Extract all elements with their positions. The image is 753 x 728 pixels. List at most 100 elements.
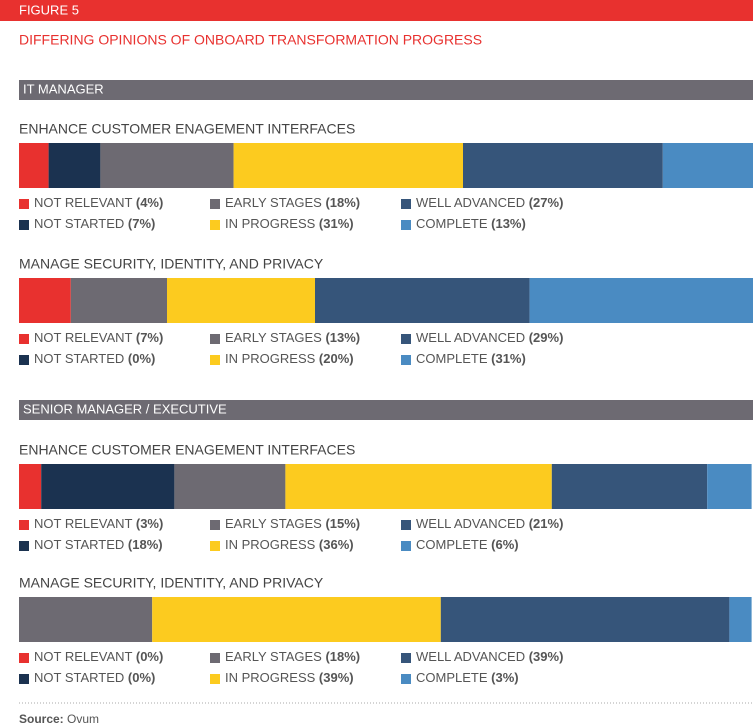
legend-name: COMPLETE (416, 216, 488, 231)
group-header (19, 400, 753, 420)
legend-name: IN PROGRESS (225, 670, 316, 685)
value-label: (39%) (529, 649, 564, 664)
legend-entry: WELL ADVANCED (39%) (416, 649, 563, 664)
bar-segment (551, 464, 708, 509)
legend-entry: NOT RELEVANT (7%) (34, 330, 163, 345)
bar-segment (100, 143, 234, 188)
source: Source: Ovum (19, 712, 99, 726)
value-label: (31%) (491, 351, 526, 366)
value-label: (4%) (136, 195, 163, 210)
legend-name: EARLY STAGES (225, 330, 322, 345)
value-label: (36%) (319, 537, 354, 552)
value-label: (13%) (325, 330, 360, 345)
legend-name: NOT STARTED (34, 216, 124, 231)
value-label: (7%) (136, 330, 163, 345)
value-label: (15%) (325, 516, 360, 531)
legend-name: IN PROGRESS (225, 351, 316, 366)
bar-segment (167, 278, 315, 323)
legend-swatch (210, 653, 220, 663)
legend-name: IN PROGRESS (225, 537, 316, 552)
legend-swatch (401, 541, 411, 551)
legend-name: EARLY STAGES (225, 649, 322, 664)
bar-segment (529, 278, 753, 323)
legend-entry: WELL ADVANCED (21%) (416, 516, 563, 531)
legend-entry: EARLY STAGES (18%) (225, 195, 360, 210)
legend-name: WELL ADVANCED (416, 649, 525, 664)
bar-segment (285, 464, 552, 509)
legend-name: EARLY STAGES (225, 516, 322, 531)
bar-segment (662, 143, 753, 188)
legend-name: NOT STARTED (34, 537, 124, 552)
figure-label: FIGURE 5 (19, 2, 79, 17)
legend-swatch (401, 520, 411, 530)
legend-name: WELL ADVANCED (416, 330, 525, 345)
legend-swatch (401, 355, 411, 365)
legend-name: IN PROGRESS (225, 216, 316, 231)
legend-entry: IN PROGRESS (20%) (225, 351, 354, 366)
value-label: (6%) (491, 537, 518, 552)
bar-segment (19, 464, 42, 509)
legend-entry: NOT RELEVANT (4%) (34, 195, 163, 210)
legend-swatch (210, 355, 220, 365)
legend-entry: EARLY STAGES (15%) (225, 516, 360, 531)
legend-name: NOT RELEVANT (34, 330, 133, 345)
source-text: Ovum (67, 712, 99, 726)
chart-title: MANAGE SECURITY, IDENTITY, AND PRIVACY (19, 256, 324, 272)
legend-name: COMPLETE (416, 351, 488, 366)
legend-name: EARLY STAGES (225, 195, 322, 210)
legend-swatch (19, 199, 29, 209)
legend-name: NOT RELEVANT (34, 195, 133, 210)
legend-swatch (401, 334, 411, 344)
value-label: (18%) (325, 649, 360, 664)
bar-segment (233, 143, 463, 188)
legend-swatch (19, 355, 29, 365)
legend-name: NOT RELEVANT (34, 516, 133, 531)
legend-entry: COMPLETE (3%) (416, 670, 519, 685)
figure-title: DIFFERING OPINIONS OF ONBOARD TRANSFORMA… (19, 32, 482, 48)
legend-swatch (19, 334, 29, 344)
value-label: (29%) (529, 330, 564, 345)
legend-swatch (19, 653, 29, 663)
bar-segment (707, 464, 752, 509)
value-label: (21%) (529, 516, 564, 531)
legend-swatch (210, 220, 220, 230)
legend-entry: EARLY STAGES (18%) (225, 649, 360, 664)
group-header (19, 80, 753, 100)
legend-swatch (19, 674, 29, 684)
legend-entry: NOT STARTED (18%) (34, 537, 163, 552)
legend-name: NOT RELEVANT (34, 649, 133, 664)
chart-title: ENHANCE CUSTOMER ENAGEMENT INTERFACES (19, 121, 355, 137)
chart-title: MANAGE SECURITY, IDENTITY, AND PRIVACY (19, 575, 324, 591)
value-label: (27%) (529, 195, 564, 210)
value-label: (18%) (325, 195, 360, 210)
legend-entry: COMPLETE (31%) (416, 351, 526, 366)
legend-entry: IN PROGRESS (36%) (225, 537, 354, 552)
legend-entry: NOT RELEVANT (3%) (34, 516, 163, 531)
legend-swatch (401, 220, 411, 230)
value-label: (18%) (128, 537, 163, 552)
value-label: (31%) (319, 216, 354, 231)
figure-strip (0, 0, 753, 21)
value-label: (0%) (128, 670, 155, 685)
bar-segment (315, 278, 530, 323)
legend-swatch (210, 520, 220, 530)
legend-entry: WELL ADVANCED (27%) (416, 195, 563, 210)
legend-entry: IN PROGRESS (31%) (225, 216, 354, 231)
legend-entry: COMPLETE (13%) (416, 216, 526, 231)
legend-name: WELL ADVANCED (416, 516, 525, 531)
legend-entry: NOT STARTED (0%) (34, 670, 155, 685)
bar-segment (48, 143, 101, 188)
bar-segment (152, 597, 441, 642)
legend-swatch (210, 334, 220, 344)
legend-swatch (401, 674, 411, 684)
legend-entry: NOT STARTED (0%) (34, 351, 155, 366)
legend-entry: EARLY STAGES (13%) (225, 330, 360, 345)
group-title: IT MANAGER (23, 81, 104, 96)
legend-swatch (401, 653, 411, 663)
legend-name: NOT STARTED (34, 670, 124, 685)
value-label: (3%) (491, 670, 518, 685)
bar-segment (174, 464, 286, 509)
bar-segment (70, 278, 167, 323)
